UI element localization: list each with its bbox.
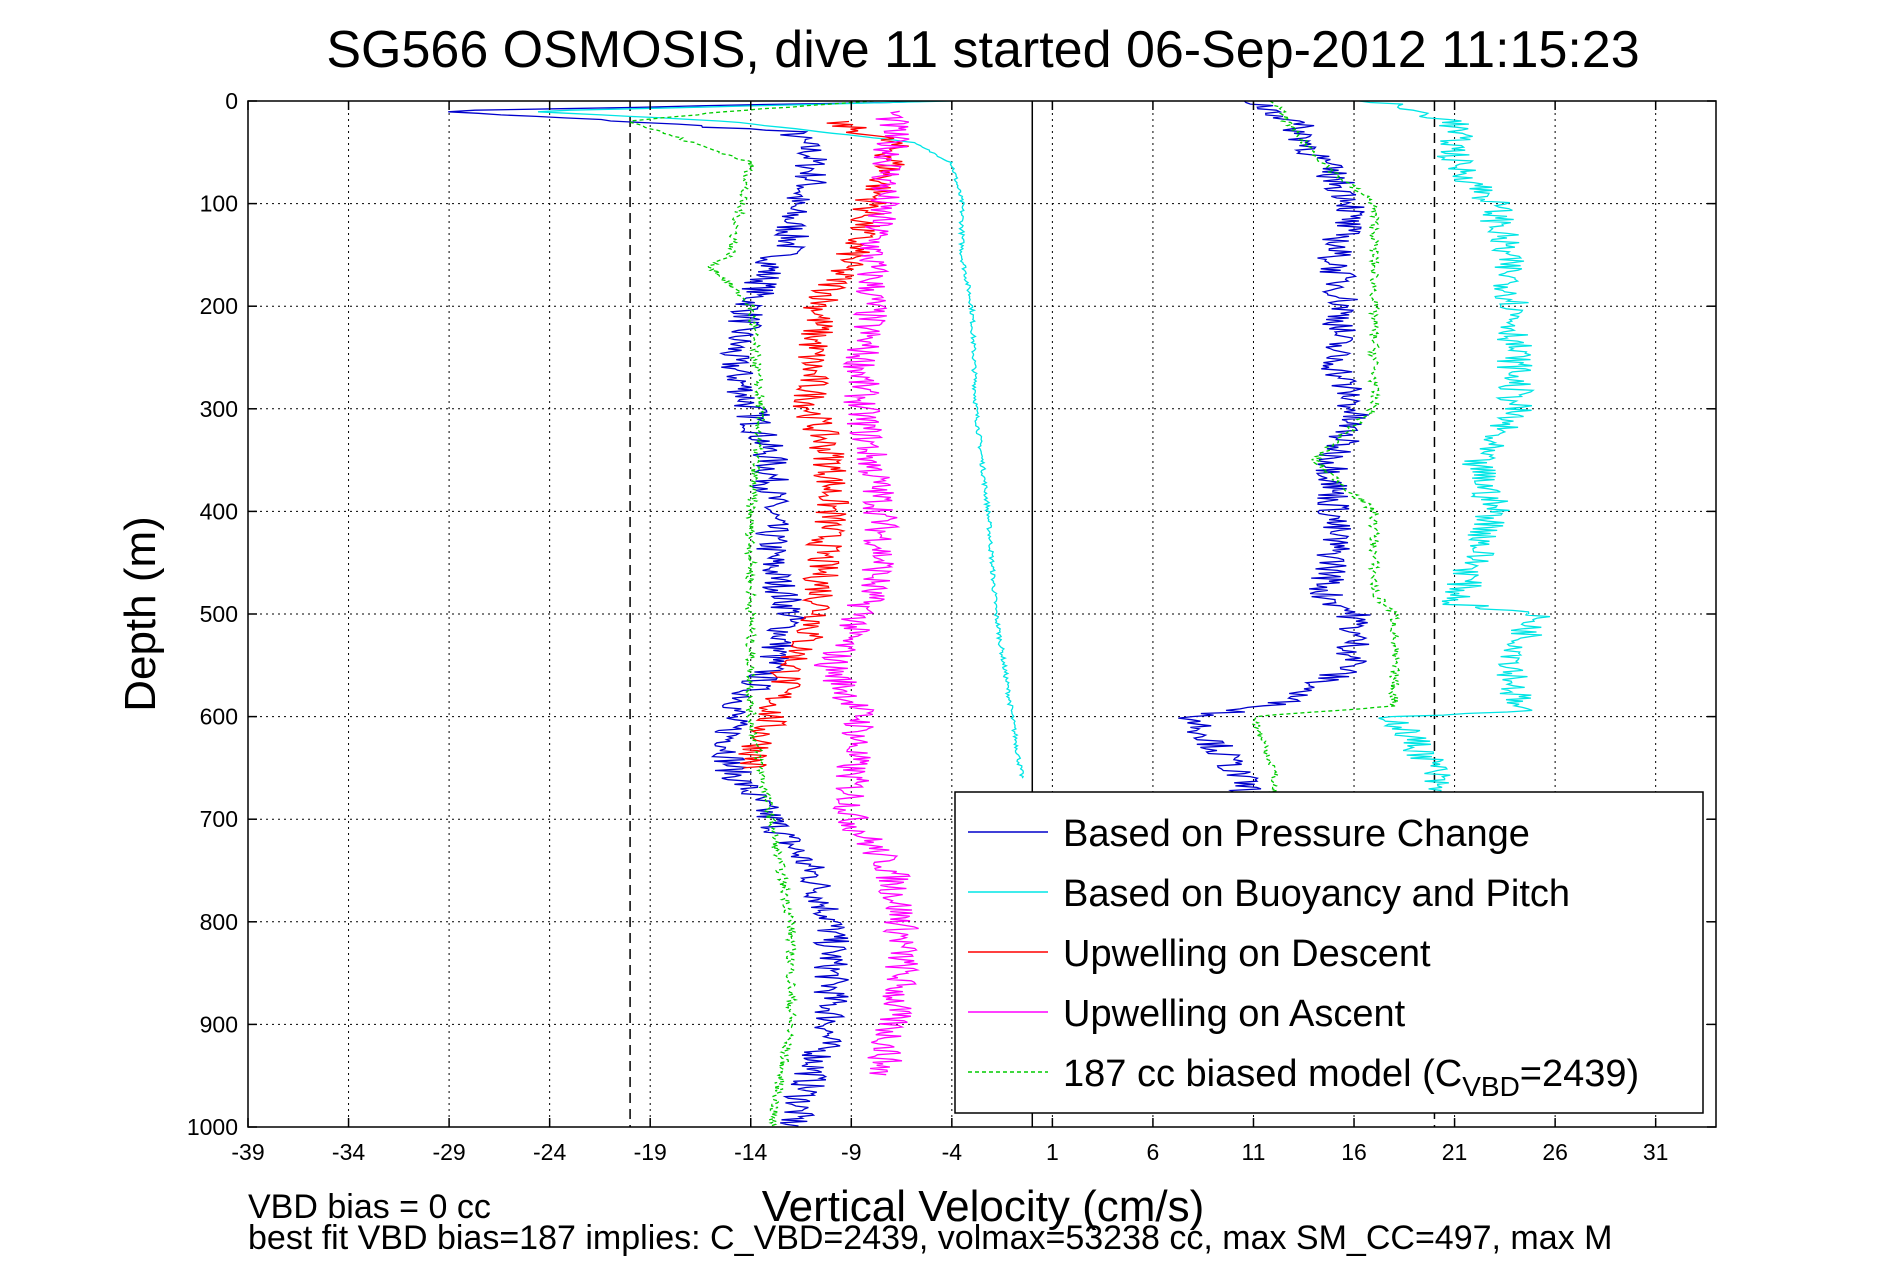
series-line-3	[813, 110, 920, 1076]
y-tick-label: 0	[225, 88, 238, 114]
x-tick-label: -14	[734, 1139, 767, 1165]
footer-line-1: VBD bias = 0 cc	[248, 1188, 491, 1226]
series-line-6	[1252, 101, 1402, 799]
x-tick-label: 26	[1542, 1139, 1568, 1165]
y-tick-label: 500	[200, 601, 238, 627]
x-tick-label: -29	[432, 1139, 465, 1165]
x-tick-label: -34	[332, 1139, 365, 1165]
legend: Based on Pressure Change Based on Buoyanc…	[954, 791, 1704, 1114]
y-tick-label: 700	[200, 806, 238, 832]
legend-label: Upwelling on Descent	[1063, 933, 1431, 975]
legend-label: Upwelling on Ascent	[1063, 993, 1406, 1035]
x-axis-label: Vertical Velocity (cm/s)	[762, 1182, 1205, 1231]
series-line-1	[537, 101, 1024, 779]
y-axis-label: Depth (m)	[116, 516, 165, 712]
x-tick-label: 6	[1147, 1139, 1160, 1165]
series-line-4	[629, 101, 874, 1127]
x-tick-label: 16	[1341, 1139, 1367, 1165]
legend-label: Based on Pressure Change	[1063, 813, 1530, 855]
legend-label: Based on Buoyancy and Pitch	[1063, 873, 1570, 915]
series-line-2	[738, 120, 909, 769]
series-line-7	[1359, 101, 1551, 799]
x-tick-label: -39	[231, 1139, 264, 1165]
y-tick-label: 900	[200, 1011, 238, 1037]
footer-line-2: best fit VBD bias=187 implies: C_VBD=243…	[248, 1219, 1612, 1257]
y-tick-label: 300	[200, 396, 238, 422]
series-line-0	[448, 101, 934, 1127]
series-group	[448, 101, 1551, 1127]
y-tick-label: 100	[200, 191, 238, 217]
y-tick-label: 800	[200, 909, 238, 935]
y-tick-label: 400	[200, 498, 238, 524]
y-tick-label: 200	[200, 293, 238, 319]
x-tick-label: 1	[1046, 1139, 1059, 1165]
y-axis-ticks: 0 100 200 300 400 500 600 700 800 900 1000	[187, 88, 1716, 1140]
x-tick-label: -4	[942, 1139, 963, 1165]
chart-title: SG566 OSMOSIS, dive 11 started 06-Sep-20…	[326, 21, 1639, 79]
legend-box	[954, 791, 1704, 1114]
x-tick-label: -24	[533, 1139, 566, 1165]
x-axis-ticks: -39 -34 -29 -24 -19 -14 -9 -4 1 6 11 16 21 26 31	[231, 101, 1668, 1165]
y-tick-label: 1000	[187, 1114, 238, 1140]
legend-label: 187 cc biased model (CVBD=2439)	[1063, 1053, 1639, 1102]
y-tick-label: 600	[200, 704, 238, 730]
x-tick-label: 11	[1242, 1139, 1266, 1165]
x-tick-label: -9	[841, 1139, 861, 1165]
x-tick-label: -19	[634, 1139, 667, 1165]
x-tick-label: 21	[1442, 1139, 1468, 1165]
series-line-5	[1178, 101, 1371, 799]
x-tick-label: 31	[1643, 1139, 1669, 1165]
